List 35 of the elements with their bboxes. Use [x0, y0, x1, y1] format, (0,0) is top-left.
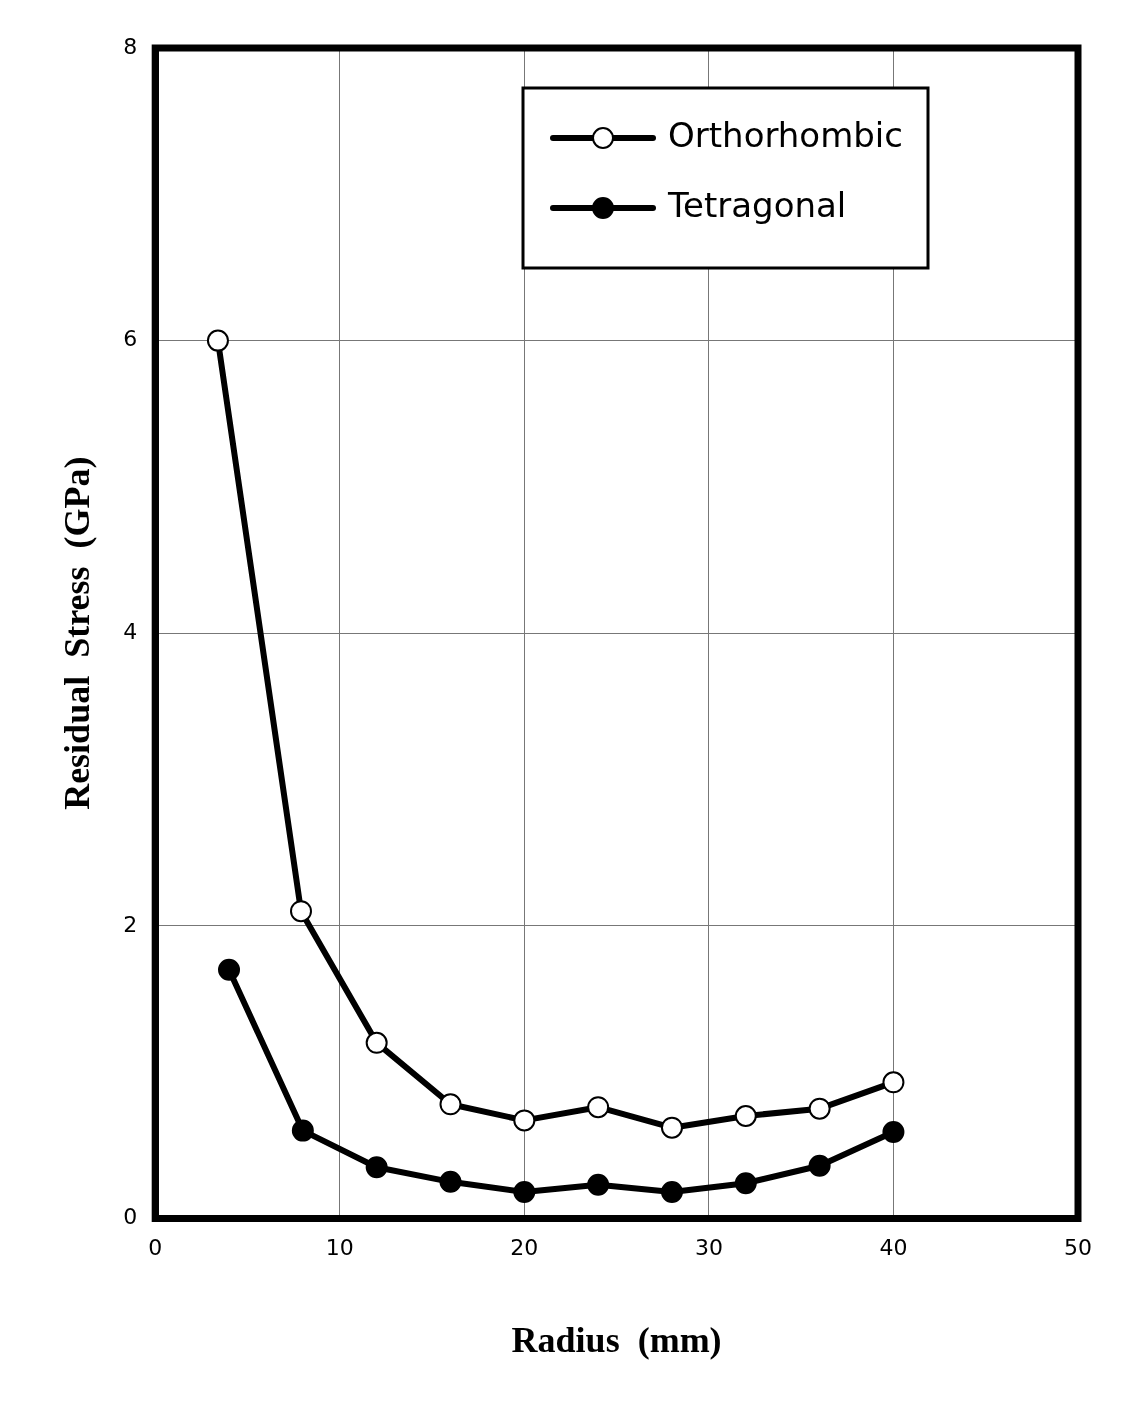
- point: [291, 1119, 314, 1142]
- legend-label: Orthorhombic: [668, 114, 903, 155]
- point: [808, 1097, 831, 1120]
- point: [734, 1172, 757, 1195]
- point: [513, 1181, 536, 1204]
- y-axis-title: Residual Stress (GPa): [56, 456, 97, 810]
- x-tick-label: 50: [1064, 1235, 1092, 1261]
- point: [734, 1104, 757, 1127]
- x-tick-label: 40: [879, 1235, 908, 1261]
- point: [808, 1154, 831, 1177]
- y-tick-label: 6: [123, 326, 138, 352]
- x-tick-label: 30: [694, 1235, 723, 1261]
- point: [206, 329, 229, 352]
- point: [587, 1173, 610, 1196]
- point: [587, 1096, 610, 1119]
- point: [439, 1093, 462, 1116]
- legend-label: Tetragonal: [667, 184, 847, 225]
- point: [660, 1181, 683, 1204]
- y-tick-label: 8: [123, 33, 138, 59]
- point: [365, 1031, 388, 1054]
- point: [882, 1071, 905, 1094]
- x-axis-title: Radius (mm): [511, 1319, 722, 1360]
- point: [365, 1156, 388, 1179]
- point: [882, 1121, 905, 1144]
- y-tick-label: 0: [123, 1204, 138, 1230]
- x-tick-label: 0: [148, 1235, 163, 1261]
- y-tick-label: 2: [123, 911, 138, 937]
- point: [439, 1170, 462, 1193]
- point: [513, 1109, 536, 1132]
- x-tick-label: 20: [510, 1235, 539, 1261]
- point: [660, 1116, 683, 1139]
- point: [290, 900, 312, 923]
- x-tick-label: 10: [325, 1235, 354, 1261]
- y-tick-label: 4: [123, 618, 138, 644]
- point: [218, 958, 241, 981]
